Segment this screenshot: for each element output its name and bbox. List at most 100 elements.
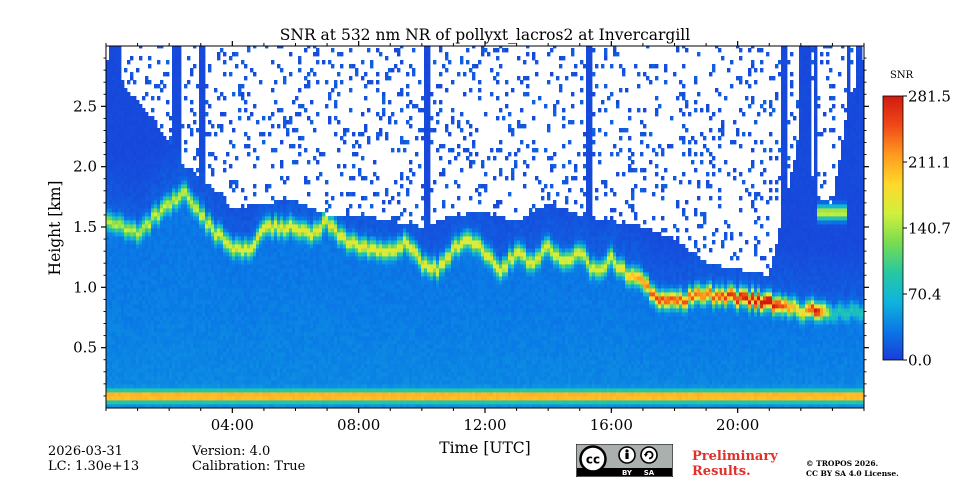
heatmap-cell	[133, 112, 137, 117]
heatmap-cell	[133, 124, 137, 129]
heatmap-cell	[220, 340, 224, 345]
heatmap-cell	[154, 272, 158, 277]
heatmap-cell	[151, 204, 155, 209]
heatmap-cell	[277, 300, 281, 305]
heatmap-cell	[211, 284, 215, 289]
heatmap-cell	[268, 368, 272, 373]
heatmap-cell	[145, 324, 149, 329]
heatmap-cell	[118, 180, 122, 185]
heatmap-cell	[325, 260, 329, 265]
heatmap-cell	[151, 328, 155, 333]
heatmap-cell	[295, 304, 299, 309]
heatmap-cell	[178, 352, 182, 357]
heatmap-cell	[133, 292, 137, 297]
heatmap-cell	[109, 156, 113, 161]
heatmap-cell	[229, 300, 233, 305]
heatmap-cell	[142, 212, 146, 217]
heatmap-cell	[202, 216, 206, 221]
heatmap-cell	[259, 260, 263, 265]
heatmap-cell	[328, 272, 332, 277]
heatmap-cell	[142, 348, 146, 353]
heatmap-cell	[142, 316, 146, 321]
heatmap-cell	[226, 384, 230, 389]
heatmap-cell	[139, 344, 143, 349]
heatmap-cell	[172, 220, 176, 225]
heatmap-cell	[124, 376, 128, 381]
heatmap-cell	[232, 400, 236, 405]
heatmap-cell	[172, 108, 176, 113]
heatmap-cell	[304, 340, 308, 345]
heatmap-cell	[172, 380, 176, 385]
heatmap-cell	[196, 228, 200, 233]
heatmap-cell	[277, 396, 281, 401]
heatmap-cell	[235, 280, 239, 285]
heatmap-cell	[181, 244, 185, 249]
heatmap-cell	[214, 316, 218, 321]
heatmap-cell	[202, 204, 206, 209]
heatmap-cell	[109, 224, 113, 229]
heatmap-cell	[244, 248, 248, 253]
heatmap-cell	[148, 236, 152, 241]
heatmap-cell	[151, 164, 155, 169]
heatmap-cell	[172, 46, 176, 49]
heatmap-cell	[136, 320, 140, 325]
heatmap-cell	[286, 128, 290, 133]
heatmap-cell	[307, 280, 311, 285]
heatmap-cell	[205, 232, 209, 237]
heatmap-cell	[208, 296, 212, 301]
heatmap-cell	[211, 304, 215, 309]
heatmap-cell	[190, 328, 194, 333]
heatmap-cell	[184, 380, 188, 385]
heatmap-cell	[115, 132, 119, 137]
heatmap-cell	[199, 204, 203, 209]
heatmap-cell	[301, 328, 305, 333]
heatmap-cell	[127, 92, 131, 97]
heatmap-cell	[121, 156, 125, 161]
heatmap-cell	[307, 400, 311, 405]
heatmap-cell	[142, 120, 146, 125]
heatmap-cell	[190, 316, 194, 321]
heatmap-cell	[166, 300, 170, 305]
heatmap-cell	[178, 188, 182, 193]
heatmap-cell	[169, 404, 173, 408]
heatmap-cell	[151, 368, 155, 373]
heatmap-cell	[133, 388, 137, 393]
heatmap-cell	[235, 388, 239, 393]
heatmap-cell	[331, 264, 335, 269]
heatmap-cell	[253, 400, 257, 405]
heatmap-cell	[178, 176, 182, 181]
heatmap-cell	[160, 340, 164, 345]
heatmap-cell	[262, 264, 266, 269]
heatmap-cell	[304, 288, 308, 293]
heatmap-cell	[229, 368, 233, 373]
heatmap-cell	[163, 316, 167, 321]
heatmap-cell	[220, 264, 224, 269]
heatmap-cell	[127, 260, 131, 265]
heatmap-cell	[121, 144, 125, 149]
heatmap-cell	[250, 348, 254, 353]
heatmap-cell	[313, 72, 317, 77]
heatmap-cell	[142, 132, 146, 137]
heatmap-cell	[193, 212, 197, 217]
heatmap-cell	[268, 288, 272, 293]
heatmap-cell	[250, 236, 254, 241]
heatmap-cell	[214, 300, 218, 305]
heatmap-cell	[178, 144, 182, 149]
heatmap-cell	[187, 232, 191, 237]
heatmap-cell	[256, 404, 260, 408]
heatmap-cell	[217, 284, 221, 289]
heatmap-cell	[307, 304, 311, 309]
heatmap-cell	[211, 324, 215, 329]
heatmap-cell	[271, 280, 275, 285]
heatmap-cell	[109, 172, 113, 177]
heatmap-cell	[136, 280, 140, 285]
heatmap-cell	[325, 332, 329, 337]
heatmap-cell	[190, 248, 194, 253]
heatmap-cell	[199, 144, 203, 149]
heatmap-cell	[193, 156, 197, 161]
heatmap-cell	[172, 288, 176, 293]
heatmap-cell	[190, 228, 194, 233]
heatmap-cell	[226, 272, 230, 277]
heatmap-cell	[295, 300, 299, 305]
heatmap-cell	[190, 356, 194, 361]
